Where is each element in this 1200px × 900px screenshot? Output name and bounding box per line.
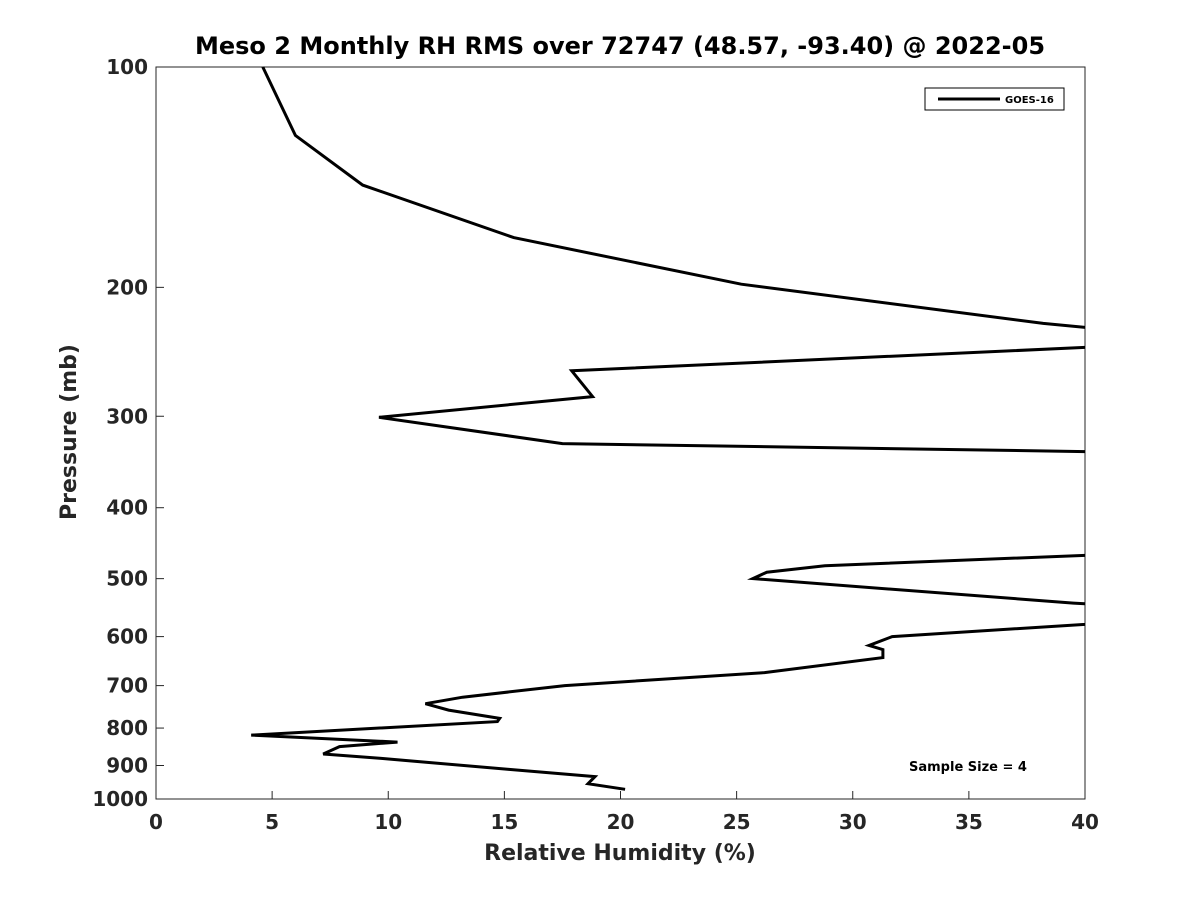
x-axis-label: Relative Humidity (%) [484,841,756,866]
y-tick-label: 300 [106,404,148,428]
legend-label: GOES-16 [1005,95,1054,106]
y-axis-ticks: 100 200 300 400 500 600 700 800 900 1000 [92,55,164,811]
series-line-goes-16 [251,66,1085,791]
x-tick-label: 0 [149,810,163,834]
y-tick-label: 700 [106,674,148,698]
x-tick-label: 30 [839,810,867,834]
chart-title: Meso 2 Monthly RH RMS over 72747 (48.57,… [195,32,1045,60]
plot-area [155,66,1086,800]
y-tick-label: 400 [106,496,148,520]
legend: GOES-16 [924,87,1065,111]
x-tick-label: 35 [955,810,983,834]
sample-size-annotation: Sample Size = 4 [909,760,1027,775]
x-tick-label: 25 [723,810,751,834]
y-tick-label: 900 [106,754,148,778]
x-tick-label: 40 [1071,810,1099,834]
y-tick-label: 100 [106,55,148,79]
plot-frame [155,66,1086,800]
y-tick-label: 800 [106,716,148,740]
y-axis-label: Pressure (mb) [57,344,82,520]
y-tick-label: 500 [106,567,148,591]
x-tick-label: 20 [607,810,635,834]
y-tick-label: 600 [106,625,148,649]
x-axis-ticks: 0 5 10 15 20 25 30 35 40 [149,791,1099,834]
y-tick-label: 200 [106,275,148,299]
x-tick-label: 15 [490,810,518,834]
y-tick-label: 1000 [92,787,148,811]
x-tick-label: 10 [374,810,402,834]
x-tick-label: 5 [265,810,279,834]
